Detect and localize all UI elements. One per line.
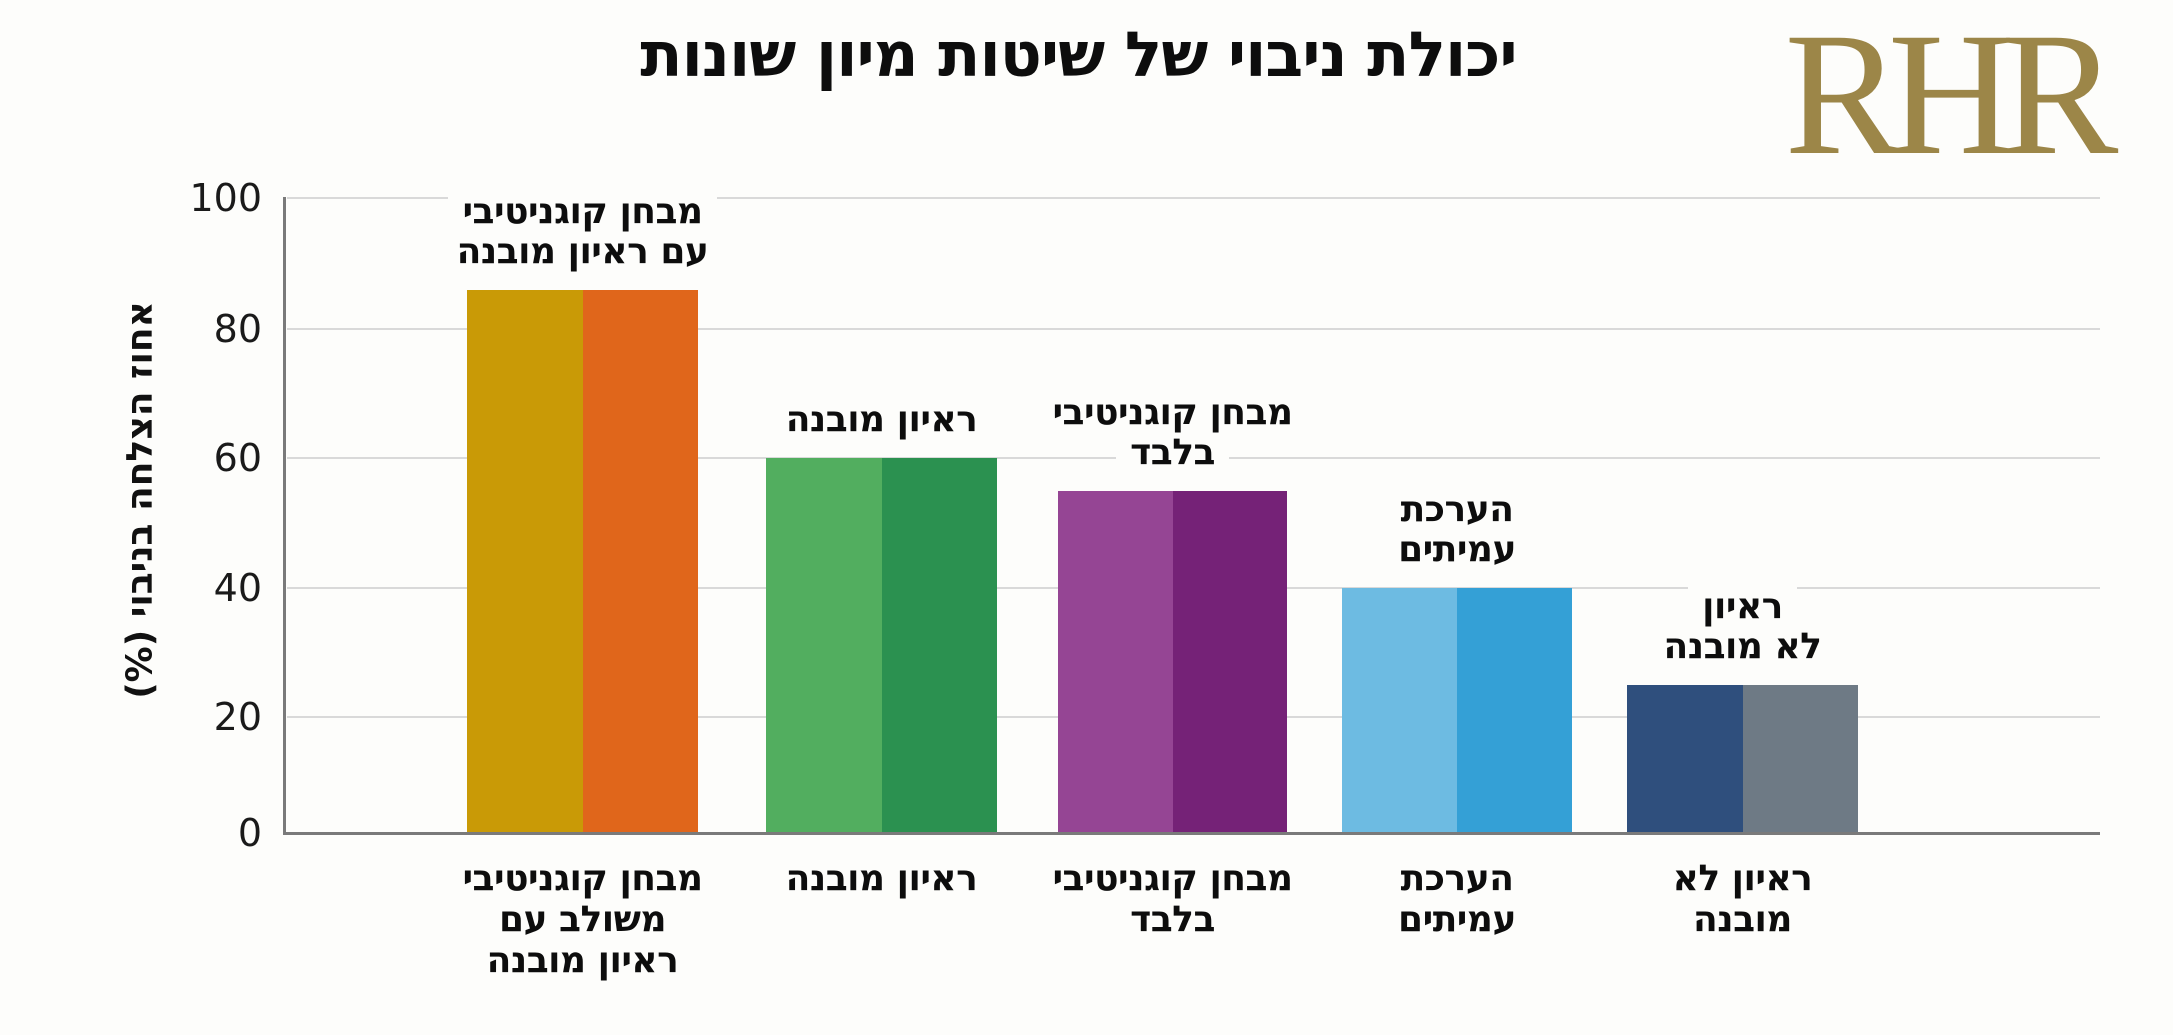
x-category-label: ראיון מובנה (702, 858, 1062, 899)
y-tick-label: 80 (213, 307, 262, 351)
x-category-label-line: ראיון לא (1672, 858, 1813, 899)
y-tick-label: 0 (237, 811, 262, 855)
bar-top-label-line: לא מובנה (1649, 626, 1836, 667)
bar-top-label: מבחן קוגניטיבי בלבד (977, 392, 1369, 473)
bar-left-segment (1342, 588, 1457, 833)
gridline (287, 328, 2100, 330)
y-tick-label: 20 (213, 695, 262, 739)
bar (766, 458, 997, 833)
bar (1342, 588, 1572, 833)
x-category-label: הערכת עמיתים (1277, 858, 1637, 940)
x-category-label-line: מבחן קוגניטיבי (462, 858, 703, 899)
bar-left-segment (766, 458, 882, 833)
bar-top-label-line: הערכת (1386, 490, 1528, 530)
bar-top-label-line: ראיון (1688, 586, 1797, 627)
bar-top-label: ראיון לא מובנה (1547, 586, 1939, 667)
bar-top-label: הערכת עמיתים (1261, 490, 1653, 570)
y-axis-label: אחוז הצלחה בניבוי (%) (119, 301, 161, 699)
x-category-label-line: משולב עם (498, 899, 667, 940)
bar-top-label-line: ראיון מובנה (771, 400, 992, 440)
bar-top-label-line: עם ראיון מובנה (442, 231, 723, 272)
x-category-label-line: מובנה (1693, 899, 1792, 940)
bar-left-segment (1058, 490, 1173, 833)
x-category-label: ראיון לא מובנה (1563, 858, 1923, 940)
bar-top-label-line: עמיתים (1384, 530, 1530, 570)
bar-left-segment (467, 289, 583, 833)
bar-top-label-line: מבחן קוגניטיבי (1038, 392, 1307, 433)
bar-top-label-line: מבחן קוגניטיבי (448, 191, 717, 232)
x-category-label-line: ראיון מובנה (785, 858, 978, 899)
y-axis-line (283, 197, 286, 835)
x-category-label-line: ראיון מובנה (486, 940, 679, 981)
bar-right-segment (881, 458, 997, 833)
bar-top-label: מבחן קוגניטיבי עם ראיון מובנה (387, 191, 779, 272)
bar (1058, 490, 1287, 833)
bar-top-label: ראיון מובנה (686, 400, 1078, 440)
bar-right-segment (1742, 684, 1858, 833)
x-axis-line (283, 832, 2100, 835)
bar (1627, 684, 1858, 833)
x-category-label: מבחן קוגניטיבי משולב עם ראיון מובנה (403, 858, 763, 981)
chart-title: יכולת ניבוי של שיטות מיון שונות (640, 18, 1517, 91)
x-category-label-line: הערכת (1400, 858, 1514, 899)
gridline (287, 197, 2100, 199)
x-category-label-line: בלבד (1130, 899, 1215, 940)
y-tick-label: 100 (189, 176, 262, 220)
x-category-label-line: מבחן קוגניטיבי (1052, 858, 1293, 899)
bar-top-label-line: בלבד (1116, 432, 1229, 473)
rhr-logo: RHR (1784, 0, 2119, 192)
x-category-label: מבחן קוגניטיבי בלבד (993, 858, 1353, 940)
y-tick-label: 60 (213, 436, 262, 480)
y-tick-label: 40 (213, 566, 262, 610)
bar-left-segment (1627, 684, 1743, 833)
bar-right-segment (1457, 588, 1572, 833)
bar (467, 289, 698, 833)
x-category-label-line: עמיתים (1398, 899, 1516, 940)
bar-right-segment (582, 289, 698, 833)
bar-right-segment (1172, 490, 1287, 833)
